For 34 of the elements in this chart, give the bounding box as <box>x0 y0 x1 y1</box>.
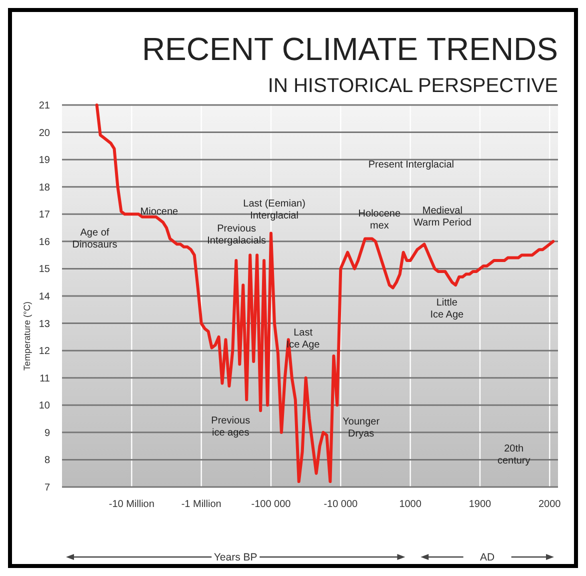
y-tick-label: 17 <box>38 210 50 221</box>
y-tick-label: 21 <box>38 100 50 112</box>
y-tick-label: 10 <box>38 400 50 412</box>
y-tick-label: 8 <box>44 455 50 466</box>
y-tick-label: 20 <box>38 128 50 139</box>
annotation: Previous ice ages <box>211 416 250 438</box>
chart-subtitle: IN HISTORICAL PERSPECTIVE <box>268 75 558 97</box>
text: Years BP <box>214 552 258 564</box>
annotation: Little Ice Age <box>430 298 464 320</box>
annotation: Age of Dinosaurs <box>72 228 118 250</box>
y-tick-label: 19 <box>38 155 50 166</box>
y-tick-label: 11 <box>40 373 50 384</box>
annotation: Previous Intergalacials <box>207 224 266 246</box>
y-tick-label: 7 <box>44 482 50 494</box>
y-tick-label: 13 <box>38 318 50 330</box>
x-tick-label: 1900 <box>468 499 492 510</box>
x-tick-label: -10 Million <box>108 499 154 510</box>
y-tick-label: 18 <box>38 182 50 194</box>
annotation: Younger Dryas <box>342 416 380 440</box>
y-tick-label: 16 <box>38 236 50 248</box>
annotation: 20th century <box>497 444 530 466</box>
annotation: Present Interglacial <box>368 160 454 170</box>
y-tick-label: 9 <box>44 428 50 439</box>
x-tick-label: 2000 <box>538 499 562 510</box>
x-tick-label: 1000 <box>399 499 422 510</box>
y-axis-title: Temperature (°C) <box>22 301 32 371</box>
y-tick-label: 15 <box>38 264 50 276</box>
x-tick-label: -1 Million <box>181 499 222 510</box>
chart-title: RECENT CLIMATE TRENDS <box>142 31 558 67</box>
x-tick-label: -10 000 <box>324 499 358 510</box>
y-tick-label: 14 <box>38 292 50 302</box>
x-tick-label: -100 000 <box>251 499 292 510</box>
text: AD <box>480 552 496 564</box>
y-tick-label: 12 <box>38 346 50 358</box>
